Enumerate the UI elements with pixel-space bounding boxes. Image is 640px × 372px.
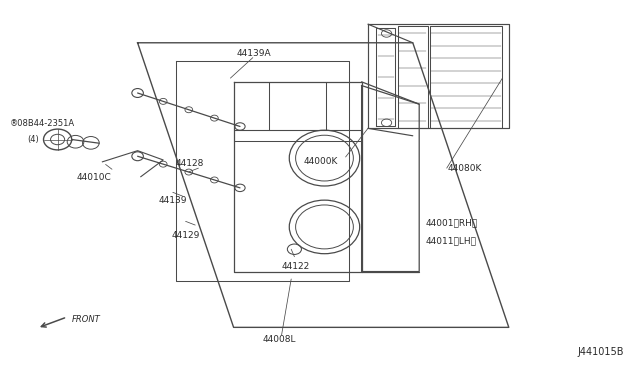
Text: 44011＜LH＞: 44011＜LH＞ xyxy=(426,236,477,245)
Text: 44128: 44128 xyxy=(176,159,204,168)
Text: (4): (4) xyxy=(27,135,38,144)
Text: 44010C: 44010C xyxy=(77,173,111,182)
Text: ®08B44-2351A: ®08B44-2351A xyxy=(10,119,75,128)
Text: 44129: 44129 xyxy=(172,231,200,240)
Text: 44080K: 44080K xyxy=(448,164,483,173)
Text: 44000K: 44000K xyxy=(304,157,339,166)
Text: 44139A: 44139A xyxy=(237,49,271,58)
Text: FRONT: FRONT xyxy=(72,315,100,324)
Text: 44008L: 44008L xyxy=(262,335,296,344)
Text: 44122: 44122 xyxy=(282,262,310,271)
Text: 44001＜RH＞: 44001＜RH＞ xyxy=(426,218,478,227)
Text: J441015B: J441015B xyxy=(577,347,624,357)
Text: 44139: 44139 xyxy=(159,196,188,205)
